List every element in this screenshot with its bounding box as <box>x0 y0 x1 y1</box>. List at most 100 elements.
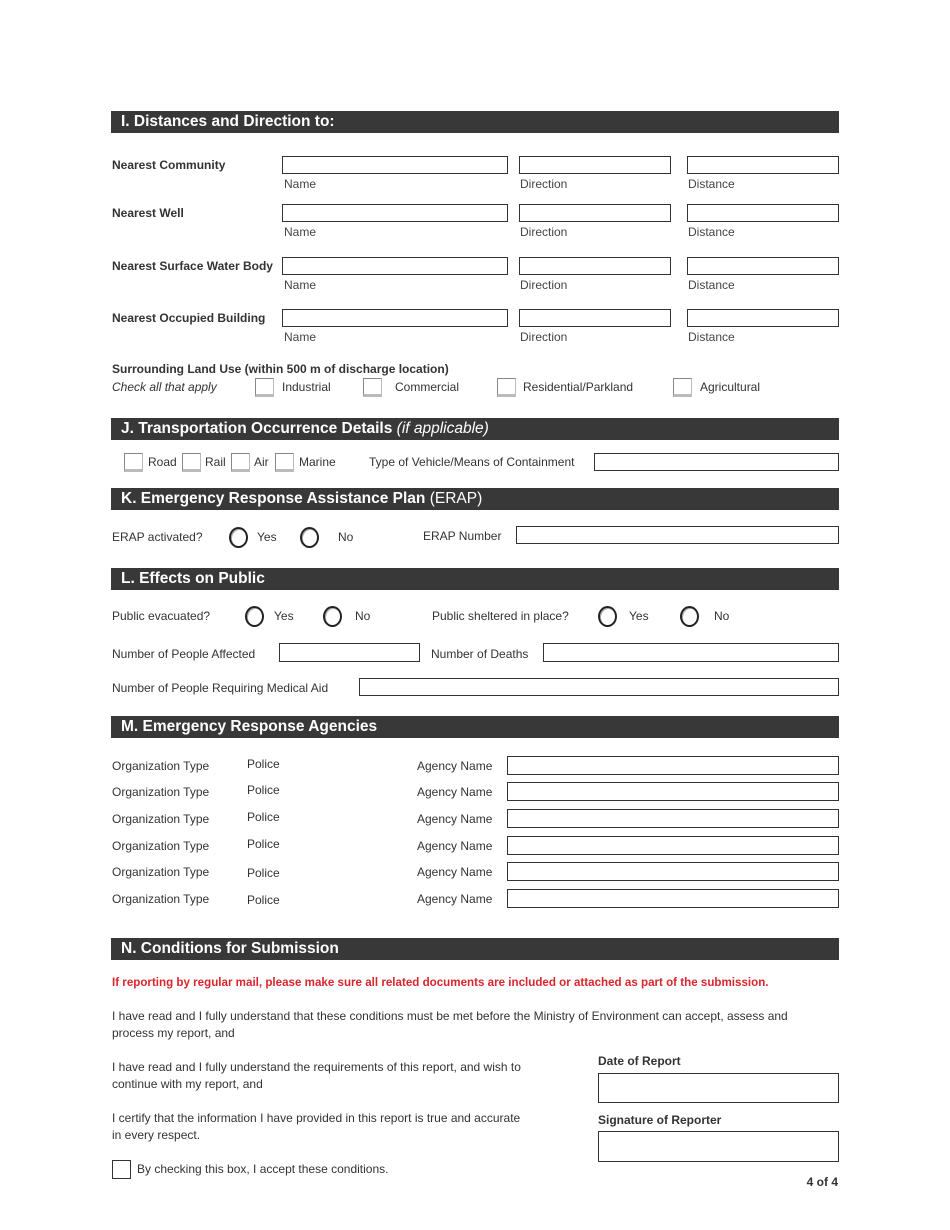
name-caption: Name <box>284 330 317 344</box>
evacuated-yes-radio[interactable] <box>245 606 264 627</box>
agency-name-label: Agency Name <box>417 839 493 853</box>
land-use-checkbox-commercial[interactable] <box>363 378 382 397</box>
evacuated-no-radio[interactable] <box>323 606 342 627</box>
agency-name-label: Agency Name <box>417 812 493 826</box>
sheltered-no-label: No <box>714 609 730 623</box>
mode-checkbox-marine[interactable] <box>275 453 294 472</box>
agency-name-input[interactable] <box>507 756 839 775</box>
distance-caption: Distance <box>688 330 735 344</box>
agency-name-input[interactable] <box>507 862 839 881</box>
section-j-title: J. Transportation Occurrence Details <box>121 420 393 437</box>
distance-input[interactable] <box>687 309 839 327</box>
land-use-label: Surrounding Land Use (within 500 m of di… <box>112 362 449 376</box>
organization-type-value[interactable]: Police <box>247 810 280 824</box>
sheltered-no-radio[interactable] <box>680 606 699 627</box>
land-use-option-label: Industrial <box>282 380 331 394</box>
mode-checkbox-air[interactable] <box>231 453 250 472</box>
section-m-header: M. Emergency Response Agencies <box>111 716 839 738</box>
deaths-input[interactable] <box>543 643 839 662</box>
erap-number-input[interactable] <box>516 526 839 544</box>
mode-label: Road <box>148 455 177 469</box>
agency-name-label: Agency Name <box>417 785 493 799</box>
organization-type-label: Organization Type <box>112 865 210 879</box>
vehicle-input[interactable] <box>594 453 839 471</box>
vehicle-label: Type of Vehicle/Means of Containment <box>369 455 575 469</box>
direction-input[interactable] <box>519 257 671 275</box>
accept-conditions-label: By checking this box, I accept these con… <box>137 1162 389 1176</box>
direction-caption: Direction <box>520 177 568 191</box>
agency-name-input[interactable] <box>507 836 839 855</box>
erap-yes-radio[interactable] <box>229 527 248 548</box>
agency-name-label: Agency Name <box>417 759 493 773</box>
agency-name-label: Agency Name <box>417 892 493 906</box>
mode-checkbox-road[interactable] <box>124 453 143 472</box>
land-use-checkbox-industrial[interactable] <box>255 378 274 397</box>
section-n-header: N. Conditions for Submission <box>111 938 839 960</box>
section-j-header: J. Transportation Occurrence Details (if… <box>111 418 839 440</box>
signature-input[interactable] <box>598 1131 839 1162</box>
name-input[interactable] <box>282 156 508 174</box>
direction-input[interactable] <box>519 204 671 222</box>
row-label: Nearest Surface Water Body <box>112 259 273 273</box>
medical-input[interactable] <box>359 678 839 696</box>
direction-input[interactable] <box>519 309 671 327</box>
mode-label: Marine <box>299 455 336 469</box>
section-l-header: L. Effects on Public <box>111 568 839 590</box>
erap-number-label: ERAP Number <box>423 529 502 543</box>
mail-notice: If reporting by regular mail, please mak… <box>112 976 769 989</box>
land-use-option-label: Agricultural <box>700 380 761 394</box>
organization-type-value[interactable]: Police <box>247 757 280 771</box>
condition-paragraph-2: I have read and I fully understand the r… <box>112 1060 521 1091</box>
evacuated-label: Public evacuated? <box>112 609 211 623</box>
sheltered-label: Public sheltered in place? <box>432 609 569 623</box>
direction-caption: Direction <box>520 278 568 292</box>
organization-type-value[interactable]: Police <box>247 866 280 880</box>
distance-input[interactable] <box>687 156 839 174</box>
sheltered-yes-label: Yes <box>629 609 649 623</box>
erap-yes-label: Yes <box>257 530 277 544</box>
affected-label: Number of People Affected <box>112 647 256 661</box>
land-use-checkbox-residential-parkland[interactable] <box>497 378 516 397</box>
mode-label: Air <box>254 455 269 469</box>
section-n-title: N. Conditions for Submission <box>121 940 339 957</box>
date-of-report-input[interactable] <box>598 1073 839 1103</box>
agency-name-label: Agency Name <box>417 865 493 879</box>
name-input[interactable] <box>282 204 508 222</box>
name-input[interactable] <box>282 257 508 275</box>
mode-checkbox-rail[interactable] <box>182 453 201 472</box>
agency-name-input[interactable] <box>507 809 839 828</box>
land-use-option-label: Residential/Parkland <box>523 380 634 394</box>
condition-paragraph-3: I certify that the information I have pr… <box>112 1111 521 1142</box>
organization-type-value[interactable]: Police <box>247 893 280 907</box>
direction-caption: Direction <box>520 225 568 239</box>
affected-input[interactable] <box>279 643 420 662</box>
organization-type-label: Organization Type <box>112 812 210 826</box>
agency-name-input[interactable] <box>507 782 839 801</box>
organization-type-label: Organization Type <box>112 839 210 853</box>
section-m-title: M. Emergency Response Agencies <box>121 718 378 735</box>
organization-type-value[interactable]: Police <box>247 783 280 797</box>
page-number: 4 of 4 <box>806 1175 838 1189</box>
section-i-header: I. Distances and Direction to: <box>111 111 839 133</box>
section-k-title: K. Emergency Response Assistance Plan <box>121 490 426 507</box>
name-input[interactable] <box>282 309 508 327</box>
row-label: Nearest Community <box>112 158 226 172</box>
signature-label: Signature of Reporter <box>598 1113 722 1127</box>
section-i-title: I. Distances and Direction to: <box>121 113 335 130</box>
accept-conditions-checkbox[interactable] <box>112 1160 131 1179</box>
distance-input[interactable] <box>687 204 839 222</box>
land-use-checkbox-agricultural[interactable] <box>673 378 692 397</box>
organization-type-value[interactable]: Police <box>247 837 280 851</box>
direction-input[interactable] <box>519 156 671 174</box>
section-l-title: L. Effects on Public <box>121 570 265 587</box>
erap-no-label: No <box>338 530 354 544</box>
land-use-option-label: Commercial <box>395 380 460 394</box>
mode-label: Rail <box>205 455 226 469</box>
section-j-title-suffix: (if applicable) <box>396 420 489 437</box>
erap-activated-label: ERAP activated? <box>112 530 203 544</box>
distance-input[interactable] <box>687 257 839 275</box>
agency-name-input[interactable] <box>507 889 839 908</box>
erap-no-radio[interactable] <box>300 527 319 548</box>
sheltered-yes-radio[interactable] <box>598 606 617 627</box>
